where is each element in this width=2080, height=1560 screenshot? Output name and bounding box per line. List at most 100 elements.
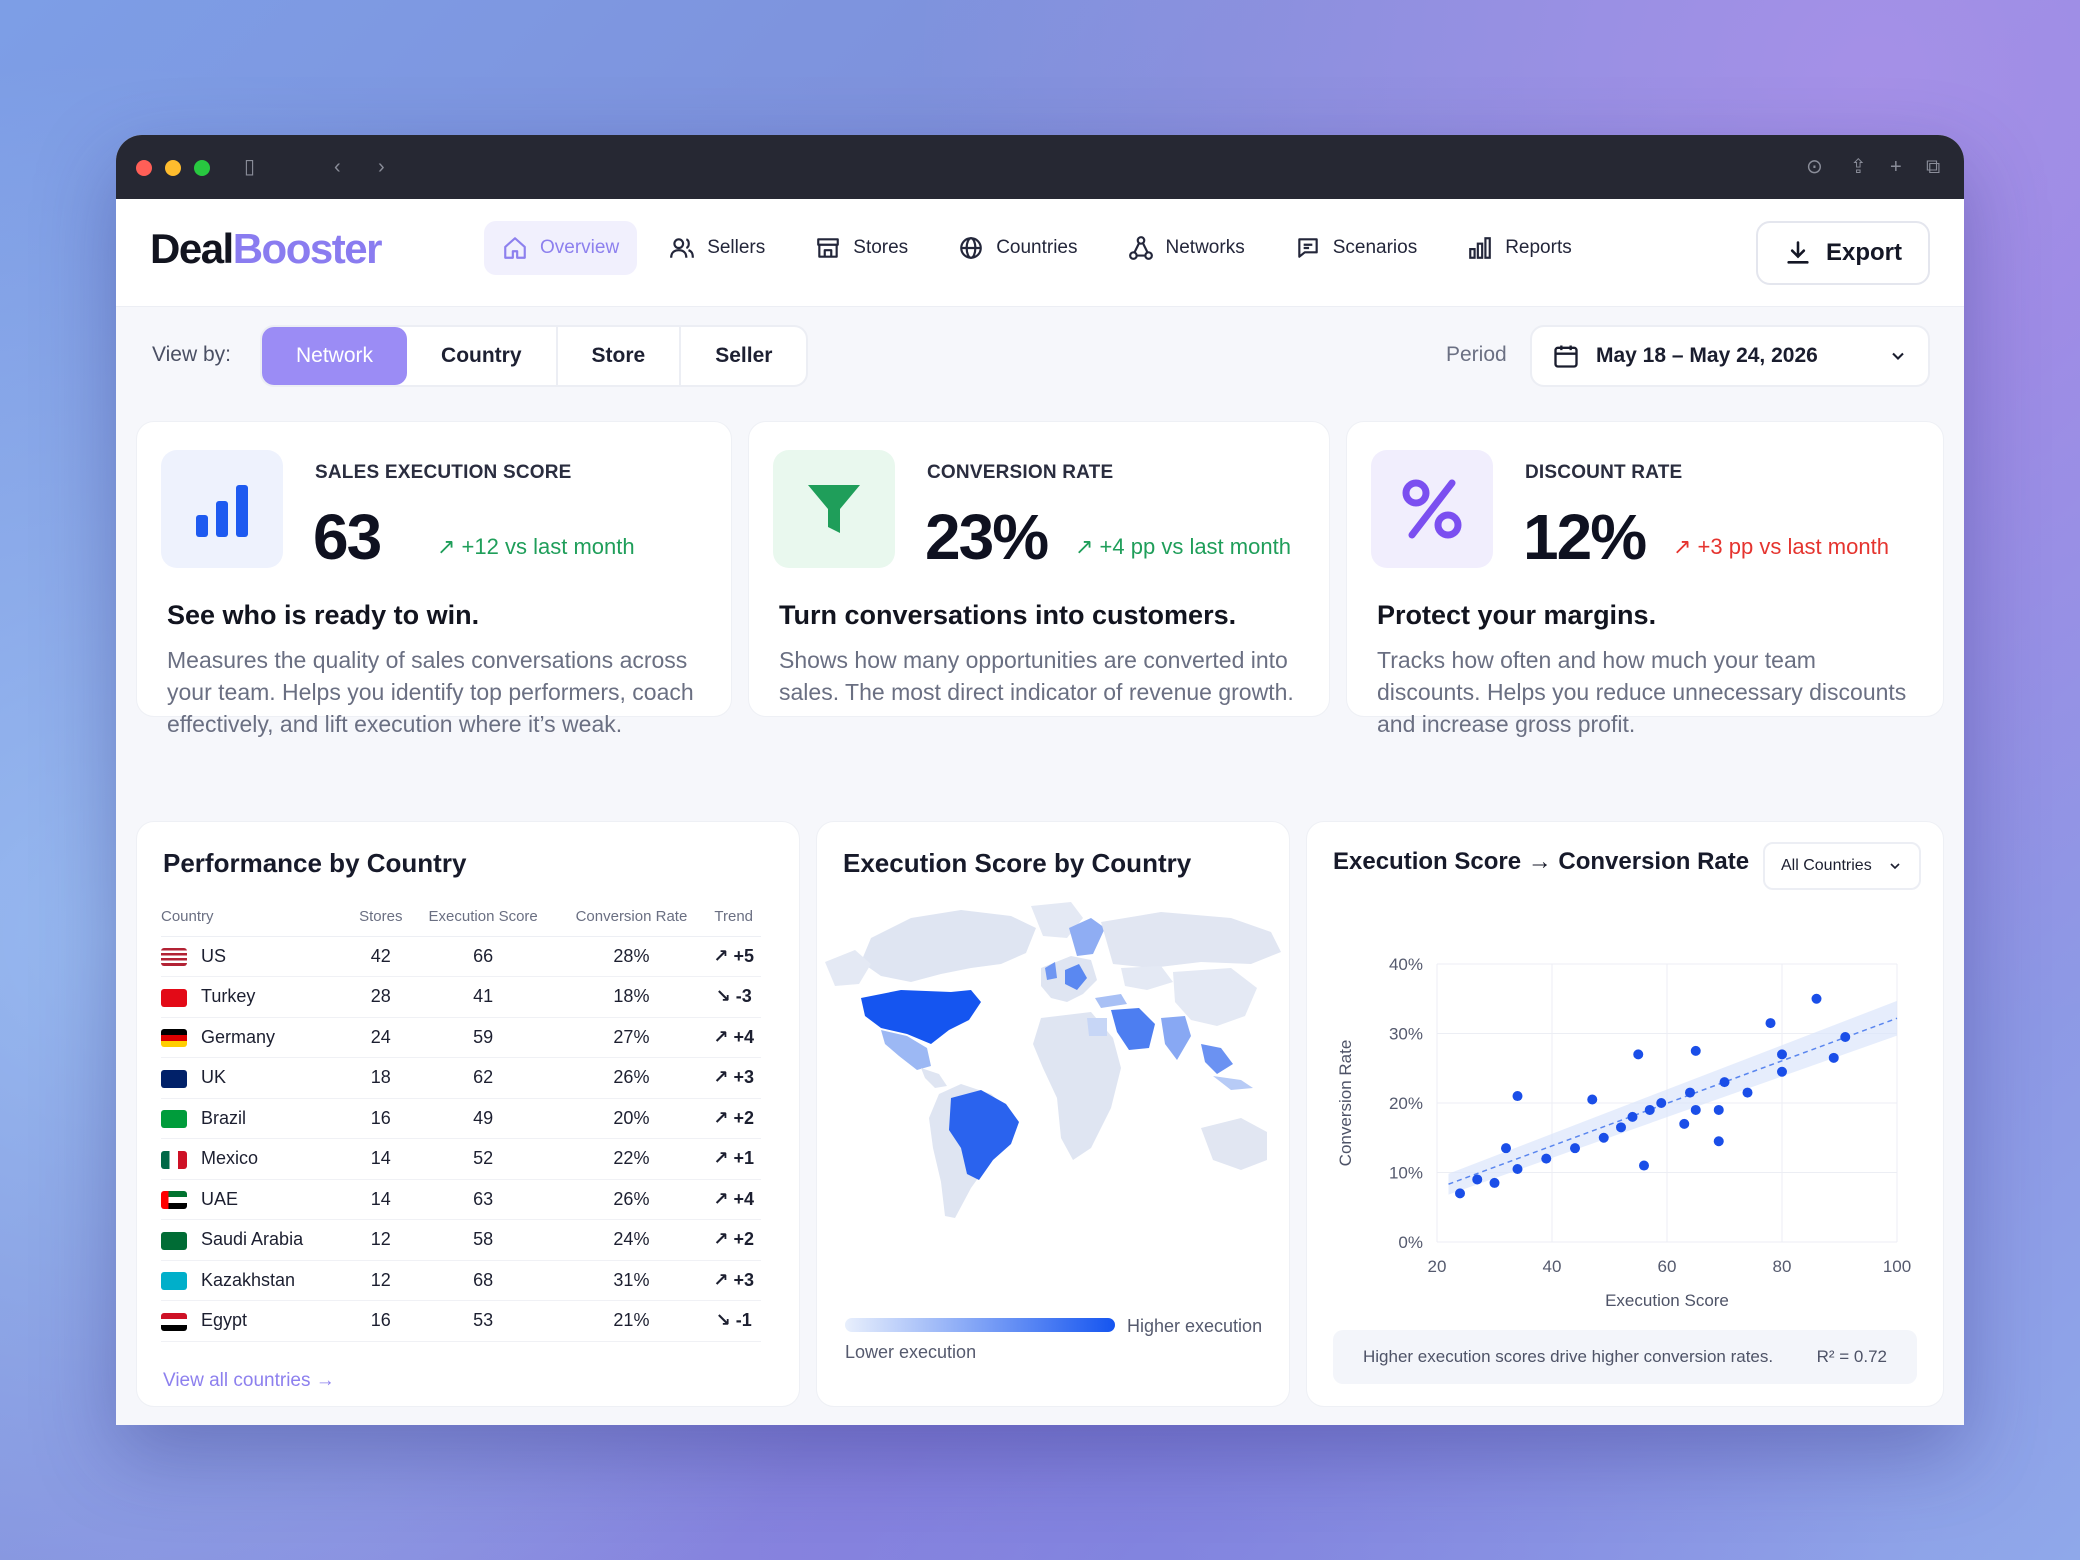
table-row[interactable]: US 42 66 28% ↗ +5 [161, 936, 761, 977]
map-region-us[interactable] [861, 990, 981, 1044]
map-region-turkey[interactable] [1095, 994, 1127, 1008]
card-title: Performance by Country [163, 848, 467, 878]
y-tick-label: 10% [1389, 1164, 1423, 1183]
map-region-mexico[interactable] [881, 1030, 931, 1070]
flag-icon [161, 1191, 187, 1209]
table-row[interactable]: Kazakhstan 12 68 31% ↗ +3 [161, 1260, 761, 1301]
conversion-cell: 20% [556, 1098, 707, 1139]
table-row[interactable]: Germany 24 59 27% ↗ +4 [161, 1017, 761, 1058]
data-point [1501, 1143, 1511, 1154]
column-header[interactable]: Country [161, 906, 352, 937]
view-seller[interactable]: Seller [715, 344, 773, 367]
chevron-down-icon [1892, 352, 1904, 360]
calendar-icon [1554, 345, 1578, 368]
trend-up-icon: ↗ [1673, 534, 1698, 559]
flag-icon [161, 1272, 187, 1290]
map-region-middle-east[interactable] [1111, 1008, 1155, 1050]
column-header[interactable]: Stores [351, 906, 410, 937]
browser-window: ▯ ‹ › ⊙ ⇪ + ⧉ DealBooster Overview Selle… [116, 135, 1964, 1425]
table-row[interactable]: Brazil 16 49 20% ↗ +2 [161, 1098, 761, 1139]
kpi-card-execution-score: SALES EXECUTION SCORE 63 ↗ +12 vs last m… [136, 421, 732, 737]
trend-up-icon: ↗ [713, 1269, 729, 1290]
nav-sellers[interactable]: Sellers [651, 221, 783, 275]
data-point [1656, 1098, 1667, 1108]
new-tab-icon[interactable]: + [1890, 156, 1902, 178]
map-region-australia[interactable] [1201, 1118, 1267, 1170]
view-store[interactable]: Store [558, 327, 682, 385]
maximize-window-button[interactable] [194, 160, 210, 176]
trend-cell: ↗ +1 [706, 1138, 761, 1180]
view-all-countries-link[interactable]: View all countries → [163, 1370, 335, 1392]
nav-networks[interactable]: Networks [1110, 221, 1263, 275]
map-region-central-america[interactable] [921, 1068, 947, 1088]
legend-low-label: Lower execution [845, 1342, 977, 1362]
scatter-plot[interactable]: 0% 10% 20% 30% 40% 20 40 60 80 100 Execution Score… [1307, 902, 1945, 1322]
table-row[interactable]: Mexico 14 52 22% ↗ +1 [161, 1138, 761, 1180]
view-by-label: View by: [152, 343, 231, 366]
column-header[interactable]: Trend [706, 906, 761, 937]
table-row[interactable]: UAE 14 63 26% ↗ +4 [161, 1179, 761, 1220]
kpi-delta-text: +4 pp vs last month [1099, 534, 1291, 559]
period-picker[interactable]: May 18 – May 24, 2026 [1530, 325, 1930, 387]
close-window-button[interactable] [136, 160, 152, 176]
map-region-africa[interactable] [1033, 1012, 1121, 1160]
map-region-alaska[interactable] [825, 950, 871, 986]
column-header[interactable]: Conversion Rate [556, 906, 707, 937]
export-button[interactable]: Export [1756, 221, 1930, 285]
country-name: UAE [201, 1188, 239, 1209]
nav-overview[interactable]: Overview [484, 221, 638, 275]
data-point [1690, 1104, 1701, 1115]
kpi-value: 12% [1523, 501, 1647, 573]
y-axis-label: Conversion Rate [1336, 1040, 1355, 1167]
country-filter-dropdown[interactable]: All Countries [1763, 842, 1921, 890]
nav-scenarios[interactable]: Scenarios [1277, 221, 1436, 275]
map-region-asia[interactable] [1173, 968, 1257, 1026]
trend-cell: ↗ +2 [706, 1219, 761, 1261]
table-row[interactable]: Saudi Arabia 12 58 24% ↗ +2 [161, 1219, 761, 1261]
map-region-egypt[interactable] [1087, 1018, 1107, 1036]
app-header: DealBooster Overview Sellers Stores Coun… [116, 199, 1964, 307]
map-region-scandinavia[interactable] [1069, 918, 1105, 956]
map-region-southeast-asia[interactable] [1201, 1044, 1233, 1074]
trend-cell: ↘ -3 [706, 976, 761, 1018]
table-row[interactable]: Egypt 16 53 21% ↘ -1 [161, 1300, 761, 1342]
view-country[interactable]: Country [407, 327, 558, 385]
map-region-brazil[interactable] [949, 1090, 1019, 1180]
trend-cell: ↗ +3 [706, 1260, 761, 1301]
minimize-window-button[interactable] [165, 160, 181, 176]
main-nav: Overview Sellers Stores Countries Networ… [484, 221, 1590, 275]
sidebar-toggle-icon[interactable]: ▯ [244, 156, 256, 178]
data-point [1840, 1031, 1851, 1042]
nav-stores[interactable]: Stores [797, 221, 926, 275]
map-region-uk[interactable] [1045, 962, 1057, 980]
brand-logo[interactable]: DealBooster [150, 225, 382, 273]
share-icon[interactable]: ⇪ [1850, 156, 1867, 178]
nav-countries[interactable]: Countries [940, 221, 1095, 275]
map-region-indonesia[interactable] [1213, 1076, 1253, 1090]
forward-icon[interactable]: › [378, 156, 385, 178]
download-icon[interactable]: ⊙ [1806, 156, 1823, 178]
column-header[interactable]: Execution Score [409, 906, 557, 937]
map-region-germany[interactable] [1065, 964, 1087, 990]
conversion-cell: 26% [556, 1179, 707, 1220]
map-region-russia[interactable] [1101, 912, 1281, 968]
back-icon[interactable]: ‹ [334, 156, 341, 178]
score-cell: 66 [409, 936, 557, 977]
table-row[interactable]: Turkey 28 41 18% ↘ -3 [161, 976, 761, 1018]
view-all-label: View all countries [163, 1370, 311, 1391]
data-point [1713, 1136, 1724, 1147]
map-region-india[interactable] [1161, 1016, 1191, 1060]
world-map[interactable] [821, 898, 1287, 1258]
country-cell: UK [161, 1057, 352, 1099]
flag-icon [161, 1150, 187, 1169]
trend-line [1448, 1017, 1898, 1185]
map-region-canada[interactable] [861, 910, 1036, 982]
data-point [1455, 1188, 1465, 1199]
table-row[interactable]: UK 18 62 26% ↗ +3 [161, 1057, 761, 1099]
map-region-kazakhstan[interactable] [1121, 966, 1173, 990]
trend-cell: ↗ +4 [706, 1017, 761, 1058]
tabs-overview-icon[interactable]: ⧉ [1926, 156, 1941, 178]
r-squared: R² = 0.72 [1816, 1347, 1887, 1366]
view-network[interactable]: Network [262, 327, 408, 385]
nav-reports[interactable]: Reports [1449, 221, 1590, 275]
